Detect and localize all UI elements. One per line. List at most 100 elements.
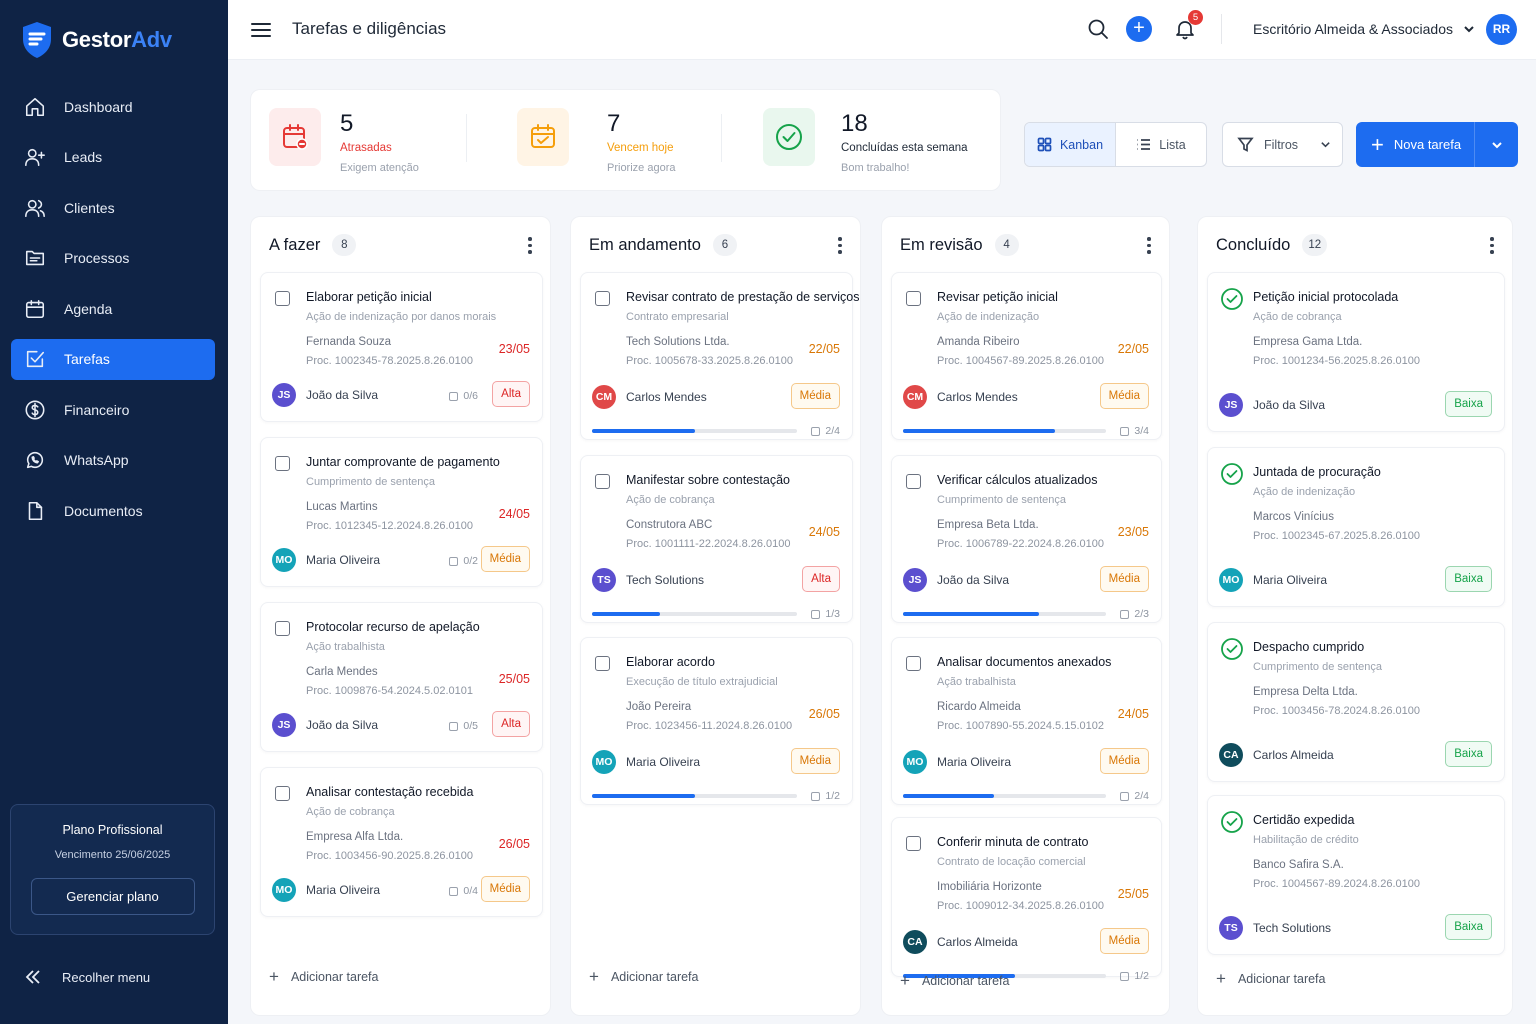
task-process-number: Proc. 1001111-22.2024.8.26.0100 [626, 538, 791, 550]
sidebar-item-agenda[interactable]: Agenda [11, 288, 215, 329]
task-card[interactable]: Despacho cumprido Cumprimento de sentença… [1207, 622, 1505, 782]
quick-add-button[interactable]: + [1126, 16, 1152, 42]
checklist-icon [1120, 791, 1130, 801]
task-card[interactable]: Certidão expedida Habilitação de crédito B… [1207, 795, 1505, 955]
task-checkbox[interactable] [906, 836, 921, 851]
task-title: Analisar documentos anexados [937, 655, 1112, 669]
sidebar-item-dashboard[interactable]: Dashboard [11, 86, 215, 127]
checklist-icon [449, 886, 459, 896]
task-type: Cumprimento de sentença [1253, 661, 1383, 673]
task-checkbox[interactable] [275, 786, 290, 801]
subtask-count: 0/4 [449, 885, 478, 897]
column-header: A fazer 8 [269, 234, 357, 256]
priority-badge: Baixa [1445, 391, 1492, 417]
add-task-button[interactable]: + Adicionar tarefa [1216, 969, 1326, 989]
task-checkbox[interactable] [906, 291, 921, 306]
task-title: Revisar contrato de prestação de serviço… [626, 290, 860, 304]
list-icon [1137, 139, 1151, 150]
task-card[interactable]: Manifestar sobre contestação Ação de cobr… [580, 455, 853, 623]
hamburger-menu-icon[interactable] [250, 20, 272, 40]
more-vertical-icon[interactable] [1490, 237, 1494, 255]
collapse-menu-label: Recolher menu [62, 969, 151, 985]
priority-badge: Média [480, 876, 530, 902]
office-selector[interactable]: Escritório Almeida & Associados [1253, 21, 1475, 37]
task-card[interactable]: Revisar contrato de prestação de serviço… [580, 272, 859, 440]
task-title: Protocolar recurso de apelação [306, 620, 480, 634]
brand-logo[interactable]: GestorAdv [20, 20, 172, 60]
stat-sub: Bom trabalho! [841, 162, 910, 174]
home-icon [25, 97, 45, 116]
sidebar-item-leads[interactable]: Leads [11, 137, 215, 178]
new-task-button-group: + Nova tarefa [1356, 122, 1518, 167]
manage-plan-button[interactable]: Gerenciar plano [30, 878, 195, 915]
task-checkbox[interactable] [595, 474, 610, 489]
task-checkbox[interactable] [275, 621, 290, 636]
task-checkbox[interactable] [906, 474, 921, 489]
new-task-button[interactable]: + Nova tarefa [1356, 122, 1475, 167]
task-assignee: Carlos Almeida [937, 935, 1018, 949]
task-type: Execução de título extrajudicial [626, 676, 778, 688]
task-checkbox[interactable] [906, 656, 921, 671]
chevrons-left-icon [25, 970, 40, 984]
task-card[interactable]: Revisar petição inicial Ação de indenizaç… [891, 272, 1162, 440]
sidebar-item-processos[interactable]: Processos [11, 238, 215, 279]
sidebar-item-financeiro[interactable]: Financeiro [11, 389, 215, 430]
task-card[interactable]: Protocolar recurso de apelação Ação traba… [260, 602, 543, 752]
more-vertical-icon[interactable] [528, 237, 532, 255]
checkbox-icon [26, 350, 45, 368]
task-card[interactable]: Petição inicial protocolada Ação de cobra… [1207, 272, 1505, 432]
more-vertical-icon[interactable] [1147, 237, 1151, 255]
page-title: Tarefas e diligências [292, 19, 447, 38]
task-card[interactable]: Elaborar petição inicial Ação de indeniza… [260, 272, 543, 422]
task-card[interactable]: Juntada de procuração Ação de indenização… [1207, 447, 1505, 607]
task-assignee: Tech Solutions [626, 573, 705, 587]
task-title: Certidão expedida [1253, 813, 1355, 827]
collapse-menu-button[interactable]: Recolher menu [24, 968, 150, 986]
kanban-view-button[interactable]: Kanban [1025, 123, 1116, 166]
filter-icon [1237, 137, 1254, 152]
task-card[interactable]: Analisar contestação recebida Ação de cob… [260, 767, 543, 917]
sidebar-item-documentos[interactable]: Documentos [11, 490, 215, 531]
progress-bar [903, 429, 1106, 433]
plus-icon: + [900, 971, 910, 990]
subtask-count: 0/5 [449, 720, 478, 732]
plus-icon: + [589, 967, 599, 986]
task-checkbox[interactable] [275, 291, 290, 306]
progress-fill [592, 612, 660, 616]
task-checkbox[interactable] [595, 291, 610, 306]
search-icon[interactable] [1087, 18, 1109, 40]
add-task-button[interactable]: + Adicionar tarefa [900, 971, 1010, 991]
avatar: CA [1219, 743, 1243, 767]
task-type: Ação de indenização [1253, 486, 1356, 498]
task-checkbox[interactable] [275, 456, 290, 471]
checklist-icon [811, 791, 821, 801]
grid-icon [1037, 137, 1052, 152]
task-assignee: João da Silva [937, 573, 1010, 587]
subtask-count-value: 1/2 [1134, 970, 1149, 982]
task-type: Ação de indenização por danos morais [306, 311, 497, 323]
more-vertical-icon[interactable] [838, 237, 842, 255]
sidebar-item-clientes[interactable]: Clientes [11, 187, 215, 228]
task-card[interactable]: Analisar documentos anexados Ação trabalh… [891, 637, 1162, 805]
task-card[interactable]: Conferir minuta de contrato Contrato de l… [891, 817, 1162, 982]
task-client: Marcos Vinícius [1253, 511, 1334, 523]
sidebar-item-whatsapp[interactable]: WhatsApp [11, 440, 215, 481]
add-task-label: Adicionar tarefa [610, 970, 699, 984]
task-card[interactable]: Juntar comprovante de pagamento Cumprimen… [260, 437, 543, 587]
filters-dropdown[interactable]: Filtros [1222, 122, 1343, 167]
sidebar-item-label: Clientes [64, 199, 115, 216]
user-avatar[interactable]: RR [1486, 14, 1517, 45]
add-task-button[interactable]: + Adicionar tarefa [589, 967, 699, 987]
bell-icon[interactable] [1173, 17, 1197, 41]
task-type: Cumprimento de sentença [937, 494, 1067, 506]
sidebar-item-tarefas[interactable]: Tarefas [11, 338, 215, 380]
task-card[interactable]: Verificar cálculos atualizados Cumpriment… [891, 455, 1162, 623]
subtask-count: 1/3 [811, 608, 840, 620]
task-card[interactable]: Elaborar acordo Execução de título extraj… [580, 637, 853, 805]
add-task-button[interactable]: + Adicionar tarefa [269, 967, 379, 987]
list-view-button[interactable]: Lista [1116, 123, 1206, 166]
task-process-number: Proc. 1006789-22.2024.8.26.0100 [937, 538, 1104, 550]
avatar: JS [1219, 393, 1243, 417]
task-checkbox[interactable] [595, 656, 610, 671]
new-task-options-button[interactable] [1475, 139, 1518, 151]
